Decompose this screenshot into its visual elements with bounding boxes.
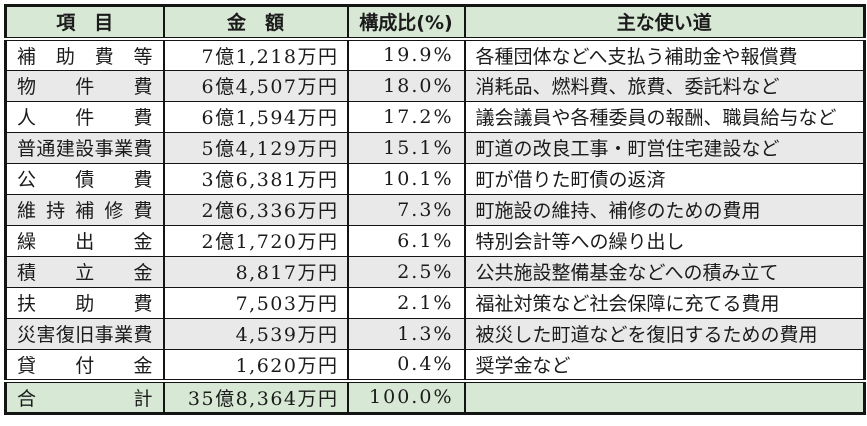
header-ratio: 構成比(%) [346,5,466,41]
item-cell: 普通建設事業費 [4,131,165,164]
use-cell: 被災した町道などを復旧するための費用 [463,317,866,350]
item-cell: 維持補修費 [4,193,165,226]
ratio-cell: 10.1% [346,162,466,195]
header-item: 項 目 [4,5,165,41]
amount-cell: 2億6,336万円 [162,193,349,226]
total-item-cell: 合計 [4,378,165,414]
use-cell: 町道の改良工事・町営住宅建設など [463,131,866,164]
table-row: 普通建設事業費 5億4,129万円 15.1% 町道の改良工事・町営住宅建設など [4,131,866,164]
amount-cell: 6億1,594万円 [162,100,349,133]
table-row: 災害復旧事業費 4,539万円 1.3% 被災した町道などを復旧するための費用 [4,317,866,350]
table-row: 補助費等 7億1,218万円 19.9% 各種団体などへ支払う補助金や報償費 [4,38,866,71]
budget-breakdown-table: 項 目 金 額 構成比(%) 主な使い道 補助費等 7億1,218万円 19.9… [4,4,866,415]
item-cell: 物件費 [4,69,165,102]
header-row: 項 目 金 額 構成比(%) 主な使い道 [4,5,866,41]
ratio-cell: 6.1% [346,224,466,257]
use-cell: 町施設の維持、補修のための費用 [463,193,866,226]
use-cell: 公共施設整備基金などへの積み立て [463,255,866,288]
ratio-cell: 19.9% [346,38,466,71]
total-row: 合計 35億8,364万円 100.0% [4,378,866,414]
table-row: 積立金 8,817万円 2.5% 公共施設整備基金などへの積み立て [4,255,866,288]
table-row: 人件費 6億1,594万円 17.2% 議会議員や各種委員の報酬、職員給与など [4,100,866,133]
ratio-cell: 18.0% [346,69,466,102]
item-cell: 公債費 [4,162,165,195]
header-use: 主な使い道 [463,5,866,41]
item-cell: 人件費 [4,100,165,133]
amount-cell: 7億1,218万円 [162,38,349,71]
use-cell: 消耗品、燃料費、旅費、委託料など [463,69,866,102]
item-cell: 貸付金 [4,348,165,381]
use-cell: 福祉対策など社会保障に充てる費用 [463,286,866,319]
ratio-cell: 2.1% [346,286,466,319]
use-cell: 特別会計等への繰り出し [463,224,866,257]
table-row: 公債費 3億6,381万円 10.1% 町が借りた町債の返済 [4,162,866,195]
amount-cell: 1,620万円 [162,348,349,381]
ratio-cell: 15.1% [346,131,466,164]
use-cell: 奨学金など [463,348,866,381]
table-row: 扶助費 7,503万円 2.1% 福祉対策など社会保障に充てる費用 [4,286,866,319]
table-row: 繰出金 2億1,720万円 6.1% 特別会計等への繰り出し [4,224,866,257]
total-use-cell [463,378,866,414]
ratio-cell: 2.5% [346,255,466,288]
amount-cell: 3億6,381万円 [162,162,349,195]
amount-cell: 5億4,129万円 [162,131,349,164]
header-amount: 金 額 [162,5,349,41]
amount-cell: 7,503万円 [162,286,349,319]
ratio-cell: 17.2% [346,100,466,133]
ratio-cell: 0.4% [346,348,466,381]
amount-cell: 2億1,720万円 [162,224,349,257]
item-cell: 積立金 [4,255,165,288]
table-body: 補助費等 7億1,218万円 19.9% 各種団体などへ支払う補助金や報償費 物… [4,38,866,414]
table-row: 貸付金 1,620万円 0.4% 奨学金など [4,348,866,381]
item-cell: 補助費等 [4,38,165,71]
table-row: 維持補修費 2億6,336万円 7.3% 町施設の維持、補修のための費用 [4,193,866,226]
total-amount-cell: 35億8,364万円 [162,378,349,414]
total-ratio-cell: 100.0% [346,378,466,414]
amount-cell: 4,539万円 [162,317,349,350]
use-cell: 町が借りた町債の返済 [463,162,866,195]
use-cell: 各種団体などへ支払う補助金や報償費 [463,38,866,71]
use-cell: 議会議員や各種委員の報酬、職員給与など [463,100,866,133]
item-cell: 災害復旧事業費 [4,317,165,350]
item-cell: 繰出金 [4,224,165,257]
ratio-cell: 7.3% [346,193,466,226]
amount-cell: 6億4,507万円 [162,69,349,102]
ratio-cell: 1.3% [346,317,466,350]
table-header: 項 目 金 額 構成比(%) 主な使い道 [4,5,866,41]
amount-cell: 8,817万円 [162,255,349,288]
table-row: 物件費 6億4,507万円 18.0% 消耗品、燃料費、旅費、委託料など [4,69,866,102]
item-cell: 扶助費 [4,286,165,319]
